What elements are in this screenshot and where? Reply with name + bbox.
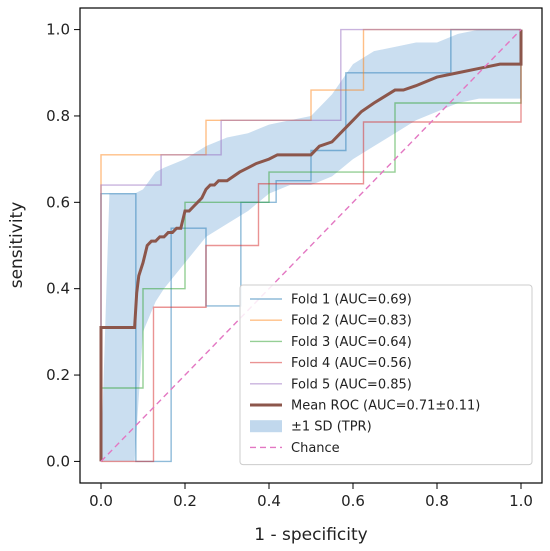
- x-tick-label: 0.8: [425, 492, 449, 510]
- x-tick-label: 0.4: [257, 492, 281, 510]
- x-tick-label: 0.0: [89, 492, 113, 510]
- chance-line: [100, 29, 522, 462]
- y-tick-label: 0.8: [46, 107, 70, 125]
- x-tick-label: 0.2: [173, 492, 197, 510]
- legend: Fold 1 (AUC=0.69) Fold 2 (AUC=0.83) Fold 3…: [239, 284, 533, 466]
- y-tick-label: 0.6: [46, 193, 70, 211]
- legend-label-mean-roc: Mean ROC (AUC=0.71±0.11): [291, 399, 480, 414]
- y-tick-label: 0.2: [46, 366, 70, 384]
- y-axis-label: sensitivity: [7, 202, 27, 289]
- legend-label-fold-3: Fold 3 (AUC=0.64): [291, 335, 412, 350]
- fold-4-line: [101, 29, 522, 463]
- legend-swatch-sd-band: [250, 420, 282, 433]
- plot-frame: [79, 7, 543, 484]
- legend-label-fold-1: Fold 1 (AUC=0.69): [291, 293, 412, 308]
- y-tick-label: 0.0: [46, 452, 70, 470]
- mean-roc-line: [99, 29, 523, 462]
- y-tick-label: 0.4: [46, 280, 70, 298]
- y-tick-label: 1.0: [46, 21, 70, 39]
- fold-3-line: [100, 29, 522, 462]
- x-axis-label: 1 - specificity: [254, 525, 367, 545]
- legend-box: [239, 284, 533, 466]
- legend-label-fold-4: Fold 4 (AUC=0.56): [291, 356, 412, 371]
- x-tick-label: 0.6: [341, 492, 365, 510]
- legend-label-fold-2: Fold 2 (AUC=0.83): [291, 314, 412, 329]
- legend-label-chance: Chance: [291, 441, 340, 456]
- fold-5-line: [100, 28, 521, 462]
- legend-label-sd-band: ±1 SD (TPR): [291, 420, 372, 435]
- x-tick-label: 1.0: [509, 492, 533, 510]
- legend-label-fold-5: Fold 5 (AUC=0.85): [291, 377, 412, 392]
